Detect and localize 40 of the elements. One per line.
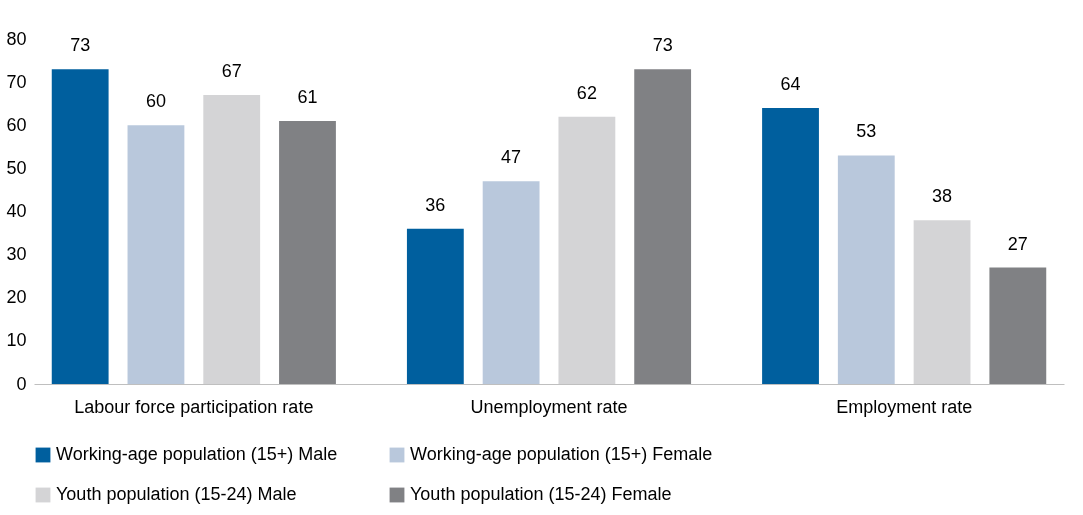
bar <box>279 120 336 384</box>
bar <box>762 108 819 384</box>
legend-label: Youth population (15-24) Male <box>56 484 297 504</box>
x-tick-label: Labour force participation rate <box>74 396 314 417</box>
data-label: 61 <box>297 86 318 107</box>
legend-label: Youth population (15-24) Female <box>410 484 672 504</box>
bar <box>51 69 109 384</box>
y-tick-label: 80 <box>6 28 27 49</box>
data-label: 27 <box>1007 233 1028 254</box>
data-label: 38 <box>932 186 953 207</box>
y-tick-label: 20 <box>6 287 27 308</box>
bar <box>406 228 464 384</box>
bar <box>634 69 692 384</box>
legend-label: Working-age population (15+) Male <box>56 444 338 464</box>
data-label: 73 <box>70 35 91 56</box>
data-label: 47 <box>501 147 522 168</box>
bar <box>127 125 185 384</box>
data-label: 36 <box>425 194 446 215</box>
x-tick-label: Employment rate <box>836 396 973 417</box>
y-tick-label: 0 <box>16 373 27 394</box>
bar <box>558 116 616 384</box>
data-label: 67 <box>221 61 242 82</box>
y-tick-label: 30 <box>6 244 27 265</box>
bar <box>913 220 971 384</box>
data-label: 60 <box>145 91 166 112</box>
data-label: 53 <box>856 121 877 142</box>
data-label: 73 <box>652 35 673 56</box>
bar <box>482 181 540 384</box>
y-tick-label: 10 <box>6 330 27 351</box>
bar <box>837 155 895 384</box>
x-tick-label: Unemployment rate <box>470 396 628 417</box>
y-tick-label: 40 <box>6 201 27 221</box>
bar <box>203 95 261 384</box>
bar <box>989 267 1047 384</box>
y-tick-label: 70 <box>6 71 27 92</box>
data-label: 62 <box>576 82 597 103</box>
data-label: 64 <box>780 74 801 94</box>
y-tick-label: 60 <box>6 114 27 135</box>
legend-label: Working-age population (15+) Female <box>410 444 713 464</box>
y-tick-label: 50 <box>6 157 27 178</box>
